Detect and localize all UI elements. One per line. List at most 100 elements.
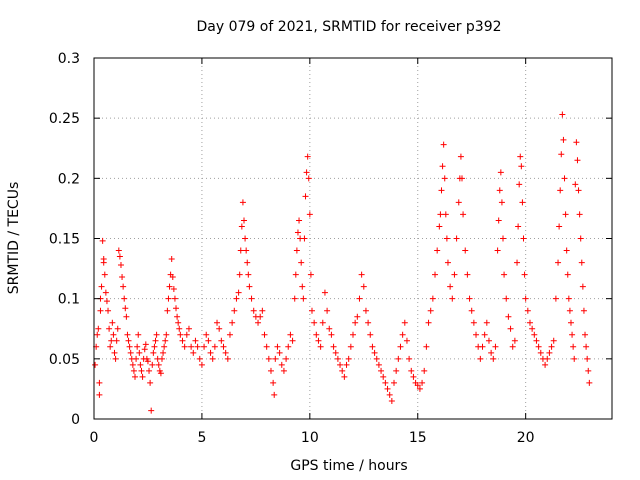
data-point (122, 305, 129, 312)
data-point (243, 247, 250, 254)
data-point (196, 355, 203, 362)
y-tick-label: 0.2 (58, 171, 80, 187)
data-point (165, 295, 172, 302)
data-point (138, 367, 145, 374)
data-point (477, 355, 484, 362)
data-point (369, 343, 376, 350)
data-point (328, 331, 335, 338)
data-point (517, 153, 524, 160)
data-point (96, 379, 103, 386)
data-point (438, 187, 445, 194)
data-point (231, 307, 238, 314)
data-point (468, 307, 475, 314)
data-point (521, 271, 528, 278)
data-point (136, 349, 143, 356)
data-point (233, 295, 240, 302)
data-point (133, 355, 140, 362)
data-point (144, 358, 151, 365)
data-point (153, 331, 160, 338)
data-point (177, 331, 184, 338)
data-point (386, 391, 393, 398)
data-point (339, 367, 346, 374)
data-point (533, 337, 540, 344)
data-point (341, 373, 348, 380)
data-point (580, 307, 587, 314)
data-point (324, 307, 331, 314)
data-point (207, 349, 214, 356)
data-point (498, 199, 505, 206)
data-point (332, 349, 339, 356)
data-point (278, 361, 285, 368)
data-point (205, 337, 212, 344)
data-point (97, 307, 104, 314)
x-tick-label: 20 (517, 430, 535, 446)
data-point (229, 319, 236, 326)
data-point (352, 319, 359, 326)
data-point (485, 337, 492, 344)
data-point (583, 343, 590, 350)
data-point (347, 343, 354, 350)
grid-lines (94, 58, 612, 419)
data-point (515, 223, 522, 230)
data-point (397, 343, 404, 350)
data-point (255, 319, 262, 326)
data-point (148, 407, 155, 414)
x-tick-label: 5 (197, 430, 206, 446)
data-point (497, 169, 504, 176)
data-point (241, 217, 248, 224)
data-point (280, 367, 287, 374)
data-point (570, 343, 577, 350)
data-point (250, 307, 257, 314)
data-point (166, 283, 173, 290)
data-point (116, 253, 123, 260)
data-point (174, 313, 181, 320)
data-point (567, 319, 574, 326)
data-point (578, 259, 585, 266)
data-point (248, 295, 255, 302)
data-point (358, 271, 365, 278)
data-point (410, 373, 417, 380)
data-point (211, 343, 218, 350)
data-point (457, 153, 464, 160)
data-point (151, 343, 158, 350)
data-point (305, 175, 312, 182)
data-point (503, 295, 510, 302)
data-point (443, 235, 450, 242)
data-point (380, 373, 387, 380)
data-point (429, 295, 436, 302)
data-point (114, 325, 121, 332)
data-point (139, 373, 146, 380)
data-point (302, 193, 309, 200)
data-point (526, 319, 533, 326)
data-point (235, 289, 242, 296)
data-point (146, 367, 153, 374)
data-point (137, 361, 144, 368)
data-point (441, 175, 448, 182)
data-point (569, 331, 576, 338)
data-point (117, 261, 124, 268)
data-point (382, 379, 389, 386)
data-point (301, 235, 308, 242)
data-point (365, 319, 372, 326)
data-point (299, 283, 306, 290)
data-point (453, 235, 460, 242)
data-point (455, 199, 462, 206)
data-point (107, 343, 114, 350)
data-point (519, 199, 526, 206)
data-point (360, 283, 367, 290)
data-point (326, 325, 333, 332)
data-point (112, 355, 119, 362)
data-point (141, 346, 148, 353)
data-point (194, 343, 201, 350)
data-point (458, 175, 465, 182)
data-point (436, 223, 443, 230)
data-point (556, 223, 563, 230)
data-point (121, 295, 128, 302)
data-point (579, 283, 586, 290)
data-point (558, 151, 565, 158)
data-point (162, 337, 169, 344)
data-point (582, 331, 589, 338)
data-point (516, 181, 523, 188)
data-point (147, 379, 154, 386)
